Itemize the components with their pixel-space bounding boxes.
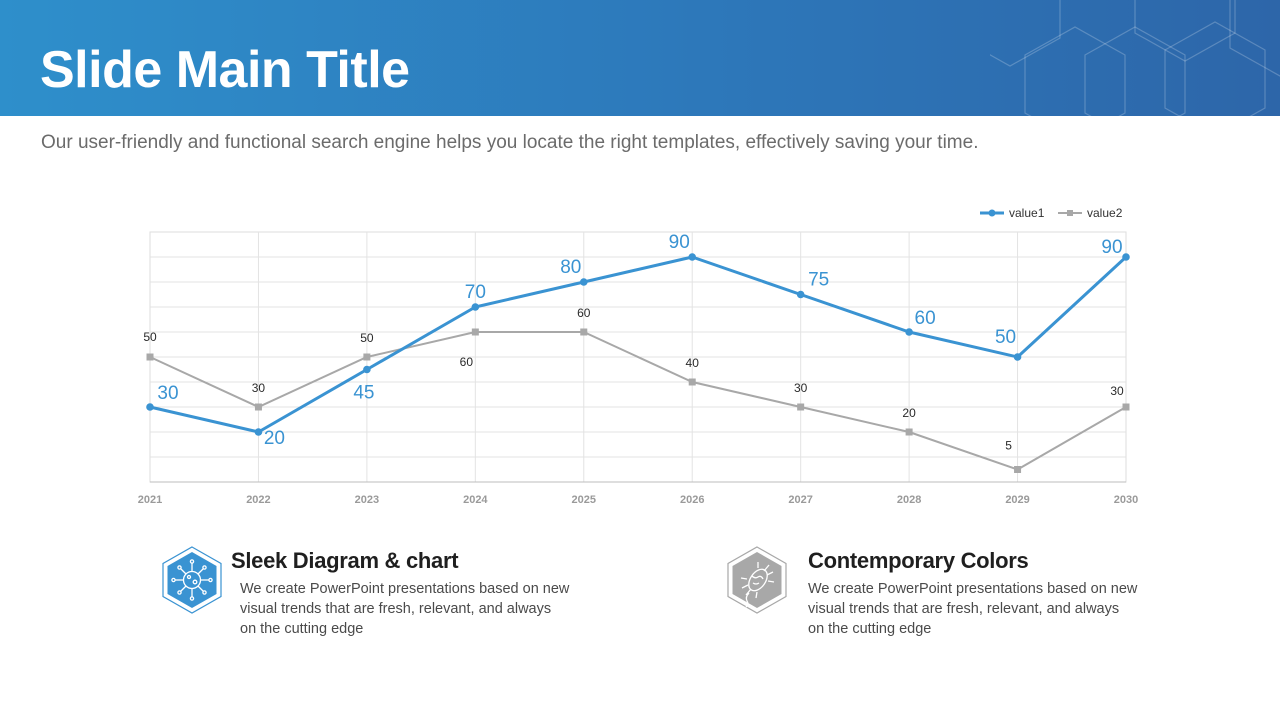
series-value2-data-label: 60	[577, 306, 591, 320]
series-value2-marker	[363, 353, 371, 361]
hexagon-pattern-decoration	[990, 0, 1280, 116]
series-value2-marker	[1122, 403, 1130, 411]
series-value1-data-label: 60	[915, 308, 936, 329]
series-value2-data-label: 50	[360, 331, 374, 345]
series-value1-marker	[1122, 253, 1130, 261]
series-value1-marker	[905, 328, 913, 336]
series-value2-data-label: 20	[902, 406, 916, 420]
x-tick-label: 2028	[897, 494, 921, 506]
series-value2-data-label: 30	[252, 381, 266, 395]
series-value1-marker	[363, 365, 371, 374]
bacteria-icon	[727, 546, 787, 614]
series-value2-data-label: 30	[794, 381, 808, 395]
series-value2-line	[149, 331, 1127, 471]
series-value1-marker	[579, 278, 588, 286]
series-value2-data-label: 40	[686, 356, 700, 370]
virus-network-icon	[162, 546, 222, 614]
series-value1-data-label: 20	[264, 428, 285, 449]
series-value2-marker	[146, 353, 154, 361]
series-value2-marker	[580, 328, 588, 336]
series-value2-marker	[905, 428, 913, 436]
x-tick-label: 2026	[680, 494, 704, 506]
line-chart: 2021 2022 2023 2024 2025 2026 2027 2028 2029 2030…	[138, 206, 1138, 506]
series-value1-marker	[146, 403, 154, 411]
series-value1-marker	[254, 428, 263, 436]
feature-sleek-diagram: Sleek Diagram & chart We create PowerPoi…	[160, 545, 580, 645]
series-value2-data-label: 5	[1005, 439, 1012, 453]
series-value1-data-label: 70	[465, 282, 486, 303]
series-value1-data-label: 75	[808, 270, 829, 291]
feature-description: We create PowerPoint presentations based…	[808, 581, 1138, 637]
feature-contemporary-colors: Contemporary Colors We create PowerPoint…	[725, 545, 1145, 645]
x-tick-label: 2030	[1114, 494, 1138, 506]
x-tick-label: 2024	[463, 494, 488, 506]
series-value1-data-label: 30	[157, 383, 178, 404]
series-value2-marker	[471, 328, 479, 336]
series-value2-data-label: 60	[460, 355, 474, 369]
chart-legend: value1 value2	[980, 206, 1123, 220]
legend-marker	[988, 209, 996, 217]
header-banner: Slide Main Title	[0, 0, 1280, 116]
x-tick-label: 2023	[355, 494, 379, 506]
series-value1-data-label: 50	[995, 327, 1016, 348]
series-value2-marker	[688, 378, 696, 386]
series-value2-data-label: 30	[1110, 384, 1124, 398]
series-value1-marker	[796, 290, 805, 299]
series-value1-marker	[1013, 353, 1022, 361]
series-value1-data-label: 45	[353, 383, 374, 404]
legend-marker	[1067, 210, 1073, 216]
series-value1-data-label: 80	[560, 257, 581, 278]
legend-label: value2	[1087, 206, 1123, 220]
x-tick-label: 2022	[246, 494, 270, 506]
legend-label: value1	[1009, 206, 1045, 220]
x-tick-label: 2025	[572, 494, 596, 506]
series-value1-marker	[471, 303, 480, 311]
feature-description: We create PowerPoint presentations based…	[240, 581, 570, 637]
series-value2-marker	[797, 403, 805, 411]
x-tick-label: 2021	[138, 494, 162, 506]
series-value1-line	[149, 255, 1128, 434]
series-value2-marker	[254, 403, 262, 411]
series-value2-marker	[1014, 466, 1022, 473]
series-value1-data-label: 90	[1101, 237, 1122, 258]
slide-title: Slide Main Title	[40, 41, 410, 99]
feature-title: Sleek Diagram & chart	[231, 548, 459, 573]
feature-title: Contemporary Colors	[808, 548, 1029, 573]
x-tick-label: 2029	[1005, 494, 1029, 506]
x-tick-label: 2027	[788, 494, 812, 506]
series-value1-data-label: 90	[669, 232, 690, 253]
series-value2-data-label: 50	[143, 330, 157, 344]
series-value1-marker	[688, 253, 697, 261]
slide-subtitle: Our user-friendly and functional search …	[41, 132, 979, 153]
